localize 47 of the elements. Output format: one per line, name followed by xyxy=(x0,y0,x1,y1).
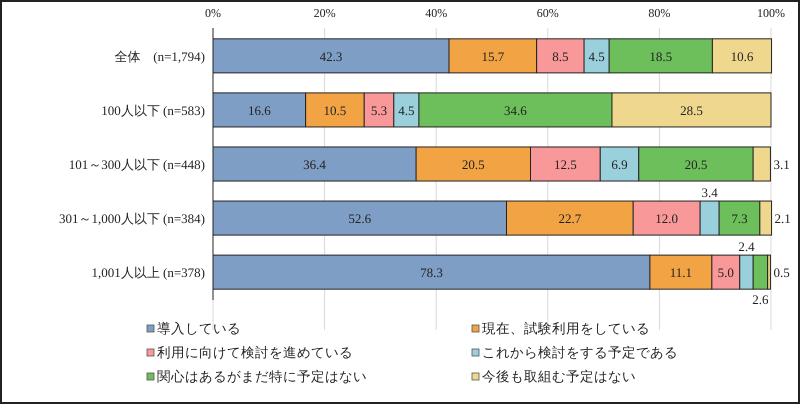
data-label: 8.5 xyxy=(552,48,568,64)
data-label: 78.3 xyxy=(420,265,443,280)
data-label: 10.6 xyxy=(730,48,754,64)
data-label: 5.3 xyxy=(370,102,388,118)
x-tick-label: 40% xyxy=(425,6,448,20)
data-label: 0.5 xyxy=(773,265,790,280)
data-label: 42.3 xyxy=(320,48,342,64)
data-label: 15.7 xyxy=(481,48,505,64)
x-tick-label: 0% xyxy=(205,6,221,20)
y-tick-label: 100人以下 (n=583) xyxy=(101,102,205,118)
data-label: 5.0 xyxy=(718,265,734,280)
x-tick-label: 100% xyxy=(757,6,785,20)
data-label: 3.4 xyxy=(701,185,718,200)
data-label: 12.5 xyxy=(554,157,577,172)
y-tick-label: 301～1,000人以下 (n=384) xyxy=(59,211,205,226)
data-label: 18.5 xyxy=(649,48,672,64)
data-label: 2.4 xyxy=(738,239,756,254)
data-label: 16.6 xyxy=(248,102,272,118)
data-label: 22.7 xyxy=(558,211,582,226)
data-label: 36.4 xyxy=(303,157,326,172)
data-label: 4.5 xyxy=(398,102,414,118)
data-label: 34.6 xyxy=(504,102,528,118)
y-tick-label: 全体 (n=1,794) xyxy=(114,48,205,64)
legend-label: これから検討をする予定である xyxy=(482,345,678,360)
legend-label: 現在、試験利用をしている xyxy=(482,321,650,336)
x-tick-label: 20% xyxy=(314,6,336,20)
data-label: 11.1 xyxy=(670,265,692,280)
data-label: 6.9 xyxy=(611,157,628,172)
legend-label: 利用に向けて検討を進めている xyxy=(157,345,353,360)
data-label: 3.1 xyxy=(773,157,790,172)
data-label: 28.5 xyxy=(680,102,703,118)
data-label: 20.5 xyxy=(462,157,485,172)
y-tick-label: 101～300人以下 (n=448) xyxy=(68,157,205,172)
data-label: 20.5 xyxy=(684,157,708,172)
data-label: 7.3 xyxy=(731,211,748,226)
data-label: 12.0 xyxy=(655,211,678,226)
data-label: 2.6 xyxy=(752,292,770,308)
data-label: 52.6 xyxy=(348,211,372,226)
data-label: 2.1 xyxy=(774,211,791,226)
x-tick-label: 80% xyxy=(648,6,670,20)
x-tick-label: 60% xyxy=(536,6,559,20)
legend-label: 導入している xyxy=(157,321,241,336)
legend-label: 今後も取組む予定はない xyxy=(482,369,636,384)
data-label: 4.5 xyxy=(588,48,605,64)
data-label: 10.5 xyxy=(324,102,346,118)
legend-label: 関心はあるがまだ特に予定はない xyxy=(157,369,367,384)
y-tick-label: 1,001人以上 (n=378) xyxy=(92,265,205,280)
